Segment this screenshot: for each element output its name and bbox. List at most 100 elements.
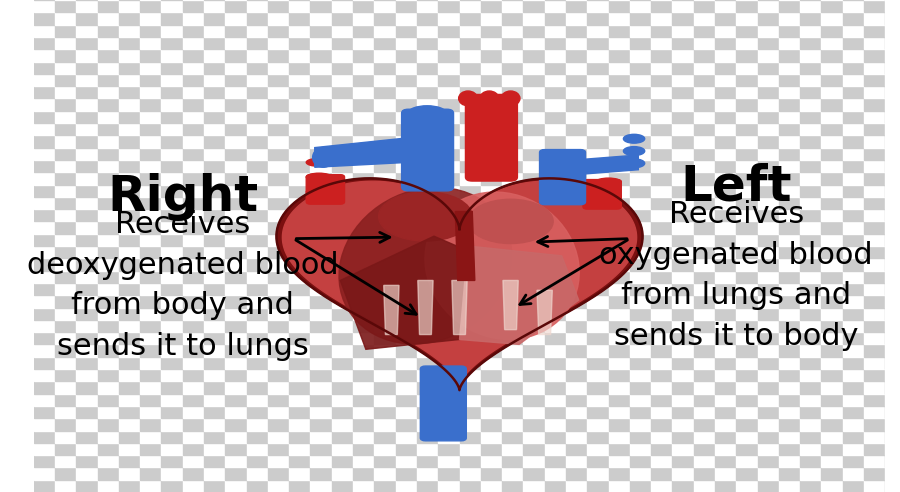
Bar <box>758 197 778 209</box>
Bar <box>417 0 438 12</box>
Bar <box>672 135 694 148</box>
Bar <box>502 148 524 160</box>
Bar <box>587 246 608 258</box>
Bar <box>566 86 587 98</box>
Bar <box>76 98 97 111</box>
Bar <box>119 369 140 381</box>
Bar <box>651 308 672 320</box>
Bar <box>204 332 225 344</box>
Bar <box>396 406 417 418</box>
Bar <box>161 394 183 406</box>
Bar <box>289 86 310 98</box>
Bar <box>587 148 608 160</box>
Bar <box>225 443 247 455</box>
Bar <box>332 49 353 62</box>
Bar <box>374 357 396 369</box>
Bar <box>524 443 544 455</box>
Bar <box>502 172 524 184</box>
Bar <box>225 357 247 369</box>
Bar <box>502 12 524 25</box>
Bar <box>608 12 630 25</box>
Bar <box>332 308 353 320</box>
Bar <box>310 332 332 344</box>
Bar <box>544 467 566 480</box>
Bar <box>822 467 842 480</box>
Bar <box>268 62 289 74</box>
Bar <box>396 49 417 62</box>
Bar <box>481 394 502 406</box>
Bar <box>225 12 247 25</box>
Bar <box>460 0 481 12</box>
Bar <box>247 246 268 258</box>
Bar <box>438 394 460 406</box>
Bar <box>864 295 886 308</box>
Bar <box>544 443 566 455</box>
Bar <box>630 369 651 381</box>
Bar <box>438 25 460 37</box>
Bar <box>544 369 566 381</box>
Bar <box>183 25 204 37</box>
Bar <box>247 148 268 160</box>
Bar <box>800 37 822 49</box>
Bar <box>289 197 310 209</box>
Bar <box>55 209 76 221</box>
Bar <box>204 148 225 160</box>
Bar <box>694 12 715 25</box>
Bar <box>183 480 204 492</box>
Bar <box>778 184 800 197</box>
Bar <box>842 111 864 123</box>
Bar <box>247 197 268 209</box>
Bar <box>417 209 438 221</box>
Bar <box>34 308 55 320</box>
Bar <box>247 480 268 492</box>
Bar <box>694 381 715 394</box>
Bar <box>97 25 119 37</box>
Bar <box>76 148 97 160</box>
Bar <box>502 467 524 480</box>
Ellipse shape <box>624 147 644 155</box>
Bar <box>55 135 76 148</box>
Bar <box>310 357 332 369</box>
Bar <box>247 344 268 357</box>
Bar <box>247 234 268 246</box>
Ellipse shape <box>596 193 621 201</box>
Bar <box>310 0 332 12</box>
Bar <box>758 98 778 111</box>
Bar <box>587 369 608 381</box>
Bar <box>204 467 225 480</box>
Bar <box>587 480 608 492</box>
Bar <box>672 111 694 123</box>
Bar <box>886 0 900 12</box>
Bar <box>481 320 502 332</box>
Bar <box>842 0 864 12</box>
Bar <box>55 221 76 234</box>
Bar <box>524 418 544 430</box>
Bar <box>587 135 608 148</box>
Bar <box>289 209 310 221</box>
Bar <box>204 430 225 443</box>
Bar <box>438 209 460 221</box>
Bar <box>268 0 289 12</box>
Bar <box>524 98 544 111</box>
Bar <box>353 443 374 455</box>
Bar <box>608 455 630 467</box>
Bar <box>353 271 374 283</box>
Bar <box>97 74 119 86</box>
Bar <box>204 344 225 357</box>
Bar <box>524 246 544 258</box>
Bar <box>119 283 140 295</box>
Polygon shape <box>544 155 638 177</box>
Bar <box>161 381 183 394</box>
Bar <box>481 406 502 418</box>
Ellipse shape <box>459 91 477 106</box>
Bar <box>76 308 97 320</box>
Bar <box>758 283 778 295</box>
Bar <box>736 332 758 344</box>
Bar <box>183 430 204 443</box>
Bar <box>524 234 544 246</box>
Bar <box>822 406 842 418</box>
Bar <box>289 62 310 74</box>
Bar <box>161 49 183 62</box>
Bar <box>396 320 417 332</box>
Bar <box>438 37 460 49</box>
